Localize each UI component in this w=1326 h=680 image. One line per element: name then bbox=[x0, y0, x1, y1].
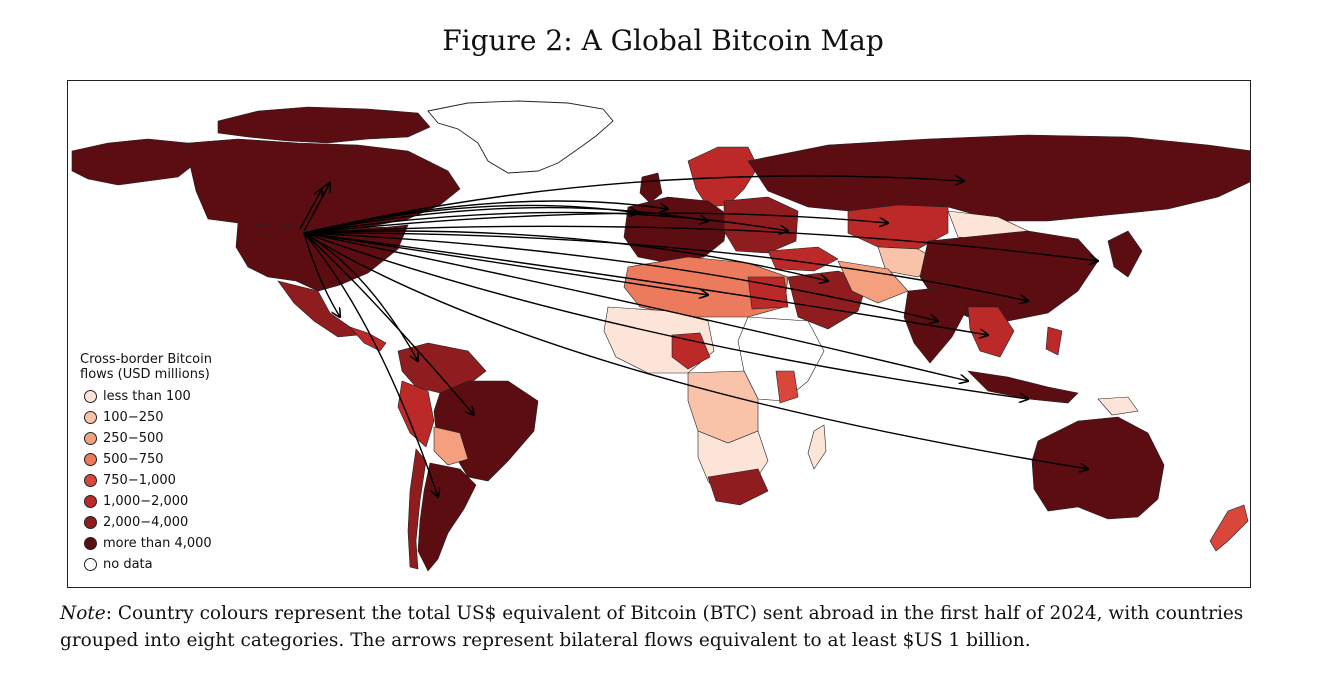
region-argentina bbox=[417, 462, 477, 572]
legend-swatch bbox=[84, 474, 97, 487]
region-bolivia bbox=[433, 426, 469, 466]
flow-arrow bbox=[303, 232, 988, 335]
flow-arrow bbox=[303, 211, 788, 233]
region-arctic-islands bbox=[217, 106, 431, 144]
figure-title: Figure 2: A Global Bitcoin Map bbox=[442, 24, 884, 57]
flow-arrow bbox=[299, 189, 322, 230]
flow-arrow bbox=[303, 206, 708, 234]
flow-arrow bbox=[303, 232, 1028, 399]
legend-item: 250−500 bbox=[80, 428, 240, 449]
legend-swatch bbox=[84, 432, 97, 445]
region-middle-east bbox=[787, 270, 869, 330]
legend-items: less than 100 100−250 250−500 500−750 75… bbox=[80, 386, 240, 575]
legend-swatch bbox=[84, 537, 97, 550]
region-australia bbox=[1031, 416, 1165, 520]
region-korea-japan bbox=[1107, 230, 1143, 278]
flow-arrow bbox=[303, 232, 1028, 301]
legend-item: more than 4,000 bbox=[80, 533, 240, 554]
region-new-zealand bbox=[1209, 504, 1249, 552]
legend-swatch bbox=[84, 558, 97, 571]
legend-label: 2,000−4,000 bbox=[103, 515, 189, 530]
region-papua bbox=[1097, 396, 1139, 416]
region-russia bbox=[747, 134, 1250, 222]
legend-label: more than 4,000 bbox=[103, 536, 212, 551]
flow-arrow bbox=[303, 230, 828, 281]
region-alaska bbox=[71, 138, 197, 186]
world-map bbox=[67, 80, 1251, 588]
note-text: : Country colours represent the total US… bbox=[60, 603, 1244, 651]
flow-arrow bbox=[303, 232, 438, 497]
region-iran bbox=[837, 260, 909, 304]
region-western-europe bbox=[623, 196, 729, 264]
flow-arrow bbox=[303, 183, 330, 232]
region-central-america bbox=[349, 326, 387, 352]
legend-label: no data bbox=[103, 557, 153, 572]
region-india bbox=[903, 286, 969, 364]
legend-item: 750−1,000 bbox=[80, 470, 240, 491]
legend-item: 500−750 bbox=[80, 449, 240, 470]
flow-arrow bbox=[303, 232, 340, 317]
note-label: Note bbox=[60, 603, 106, 624]
region-madagascar bbox=[807, 424, 827, 470]
legend-item: 1,000−2,000 bbox=[80, 491, 240, 512]
region-peru bbox=[397, 380, 435, 448]
legend-label: 1,000−2,000 bbox=[103, 494, 189, 509]
region-chile bbox=[407, 448, 427, 570]
legend-swatch bbox=[84, 453, 97, 466]
legend-swatch bbox=[84, 516, 97, 529]
flow-arrow bbox=[303, 200, 668, 234]
flow-arrow bbox=[303, 232, 474, 415]
legend-swatch bbox=[84, 495, 97, 508]
legend-swatch bbox=[84, 411, 97, 424]
flow-arrow bbox=[303, 232, 1088, 469]
legend-item: less than 100 bbox=[80, 386, 240, 407]
flow-arrow bbox=[303, 175, 964, 234]
region-southeast-asia bbox=[967, 306, 1015, 358]
legend-title-line2: flows (USD millions) bbox=[80, 367, 210, 382]
region-indonesia bbox=[967, 370, 1079, 404]
flow-arrow bbox=[303, 225, 1098, 261]
legend-item: no data bbox=[80, 554, 240, 575]
legend-label: 250−500 bbox=[103, 431, 164, 446]
region-south-africa bbox=[707, 468, 769, 506]
flow-arrows bbox=[299, 175, 1098, 497]
flow-arrow bbox=[303, 232, 938, 321]
legend-item: 2,000−4,000 bbox=[80, 512, 240, 533]
region-eastern-europe bbox=[723, 196, 799, 254]
region-north-africa bbox=[623, 256, 789, 318]
region-uk bbox=[639, 172, 663, 204]
flow-arrow bbox=[303, 232, 708, 295]
legend-label: 100−250 bbox=[103, 410, 164, 425]
region-philippines bbox=[1045, 326, 1063, 356]
region-kenya bbox=[775, 370, 799, 404]
legend-title-line1: Cross-border Bitcoin bbox=[80, 352, 212, 367]
legend-label: 750−1,000 bbox=[103, 473, 176, 488]
region-greenland bbox=[427, 100, 614, 174]
legend-title: Cross-border Bitcoin flows (USD millions… bbox=[80, 352, 240, 382]
legend-label: less than 100 bbox=[103, 389, 191, 404]
legend-label: 500−750 bbox=[103, 452, 164, 467]
flow-arrow bbox=[303, 232, 418, 361]
legend-item: 100−250 bbox=[80, 407, 240, 428]
flow-arrow bbox=[303, 232, 968, 381]
flow-arrow bbox=[303, 212, 888, 234]
legend-swatch bbox=[84, 390, 97, 403]
figure-note: Note: Country colours represent the tota… bbox=[60, 600, 1270, 654]
map-legend: Cross-border Bitcoin flows (USD millions… bbox=[80, 352, 240, 575]
